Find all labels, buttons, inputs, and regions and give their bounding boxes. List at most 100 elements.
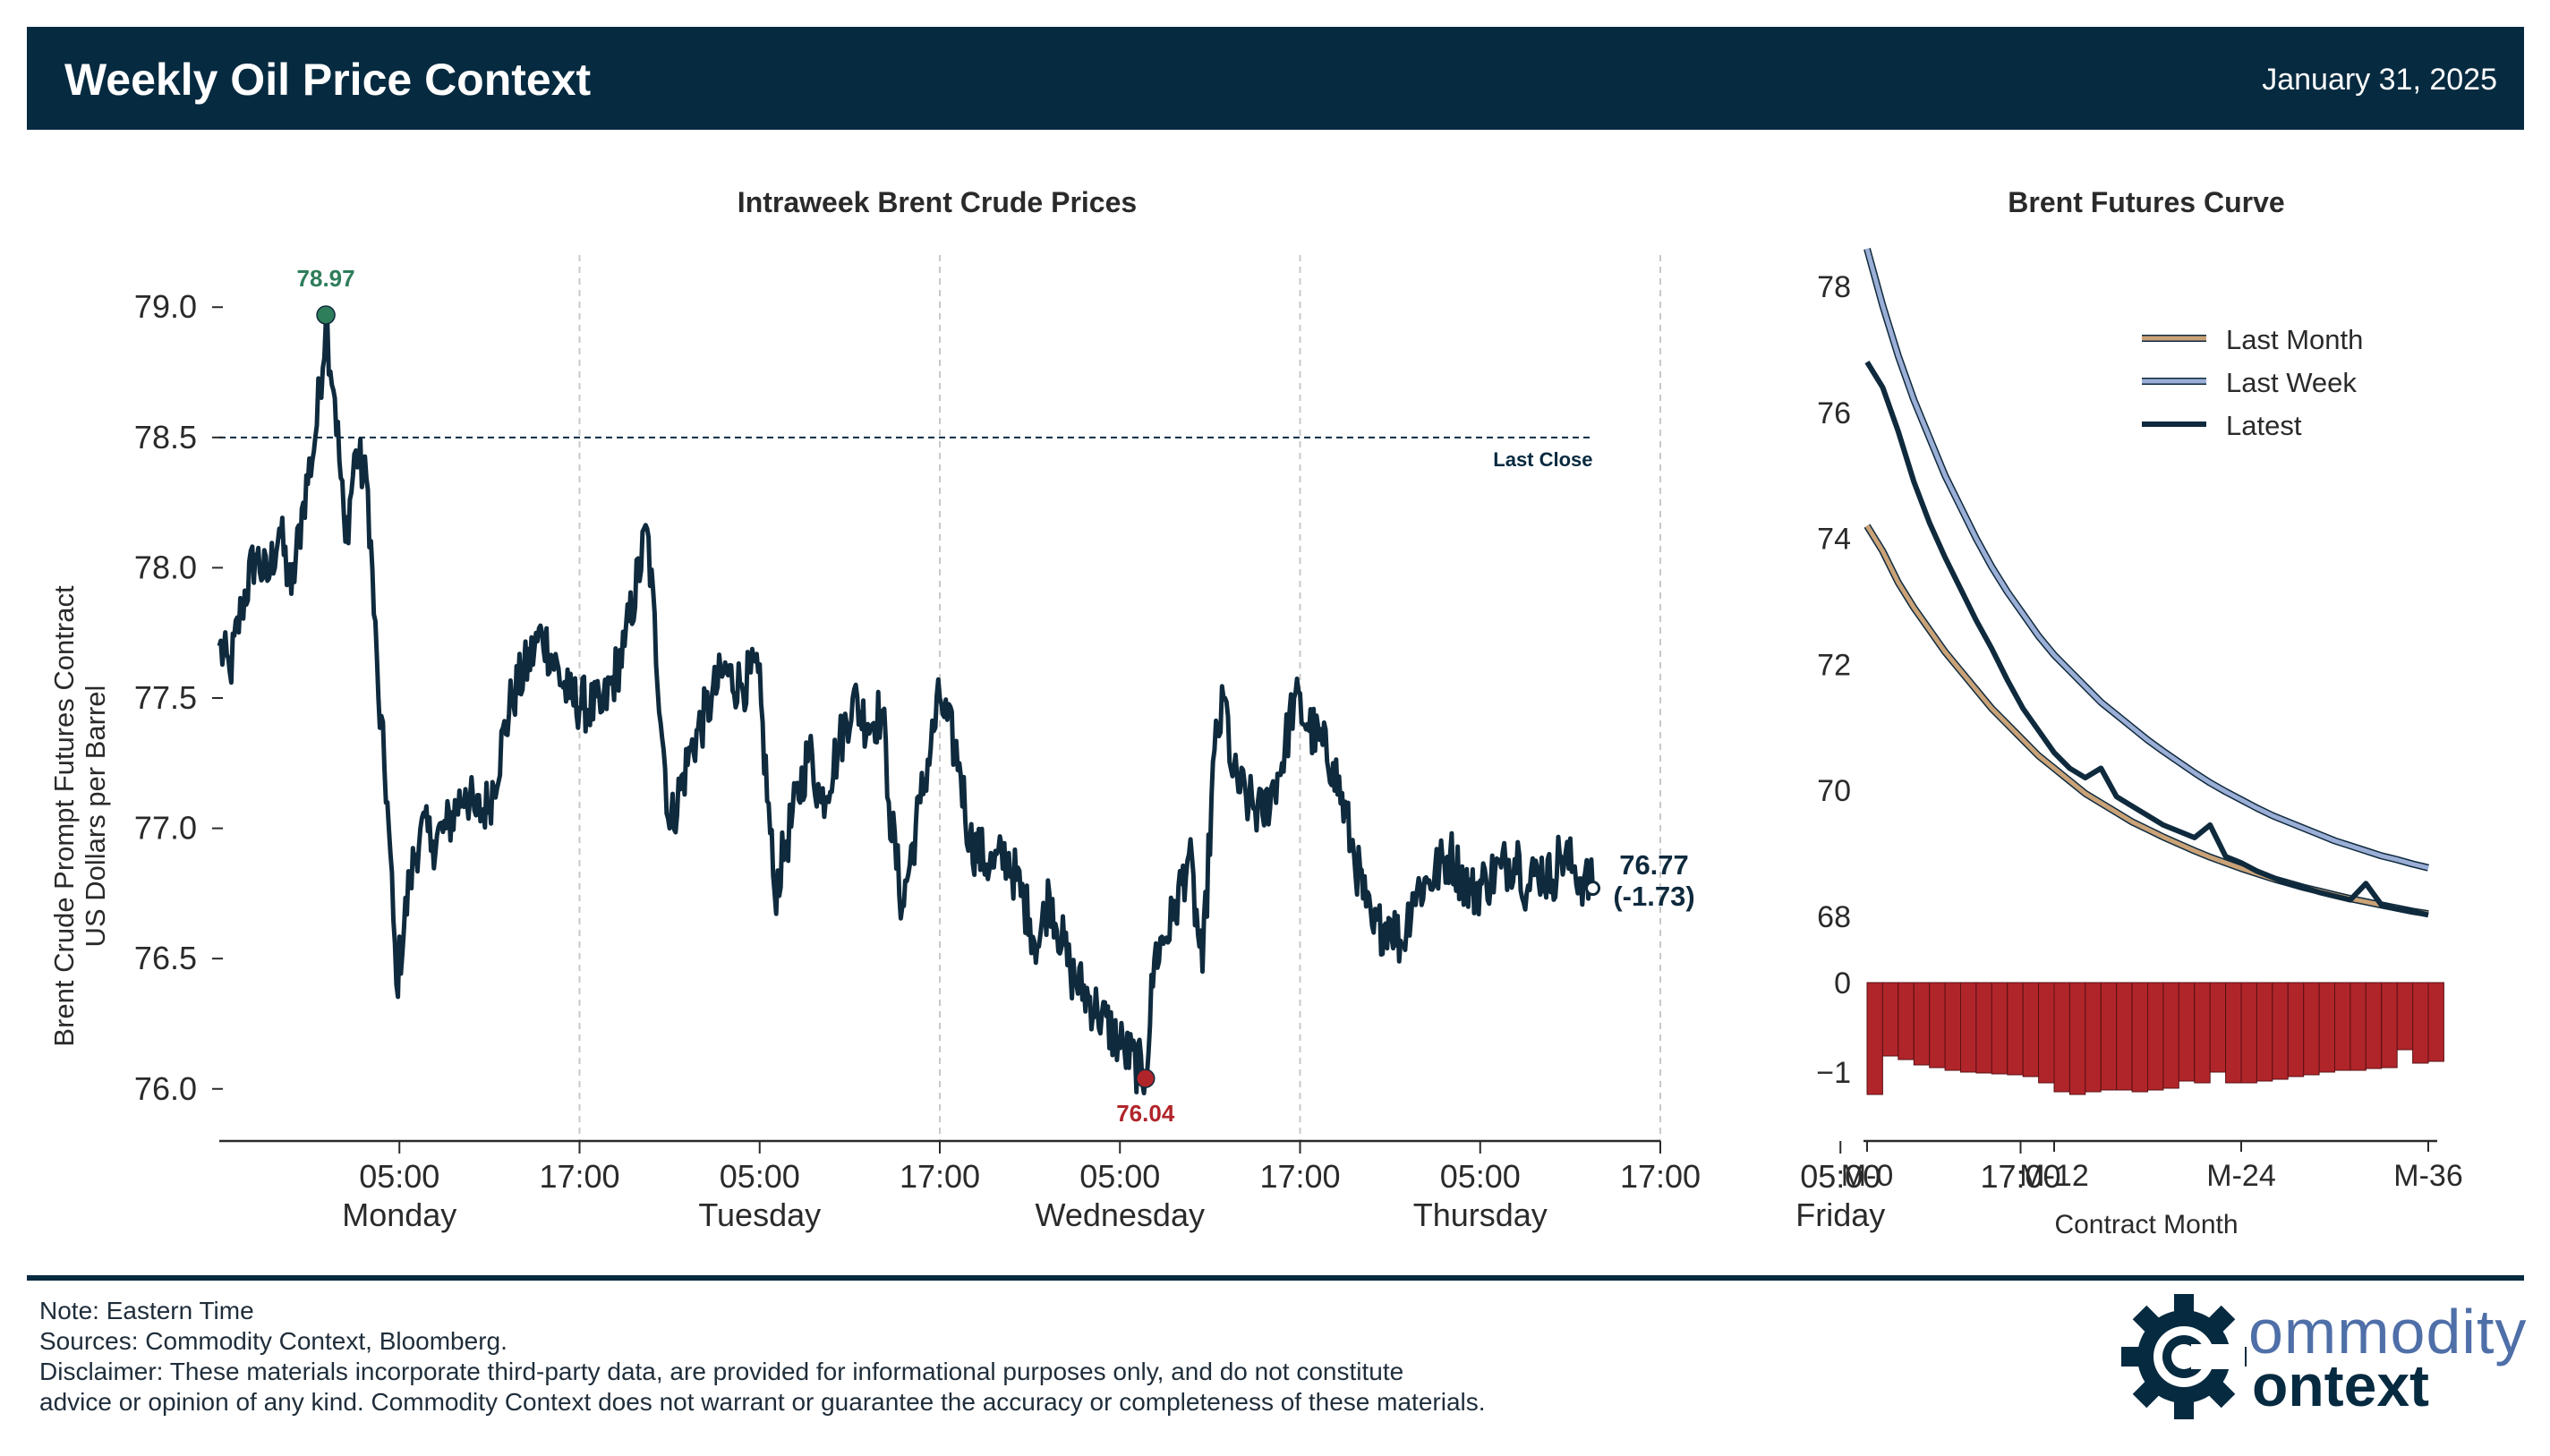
- spread-bar: [2085, 982, 2102, 1093]
- spread-bar: [2022, 982, 2040, 1077]
- spread-bar: [1975, 982, 1992, 1074]
- y-tick-label: 76.5: [134, 940, 197, 976]
- last-close-label: Last Close: [1493, 448, 1592, 471]
- curve-x-tick-label: M-36: [2393, 1159, 2462, 1193]
- x-tick-label-time: 05:00: [359, 1158, 439, 1195]
- y-tick-label: 78.5: [134, 419, 197, 456]
- futures-curve-chart: Brent Futures Curve 68 70 72 74 76 78 0 −1 M-0 M-…: [1816, 186, 2463, 1239]
- curve-x-tick-label: M-12: [2019, 1159, 2088, 1193]
- y-tick-label: 79.0: [134, 288, 197, 325]
- curve-y-tick-label: 76: [1817, 396, 1851, 430]
- logo-text-context: ontext: [2252, 1352, 2429, 1418]
- high-marker: [316, 305, 336, 325]
- legend-label-last-month: Last Month: [2226, 324, 2363, 355]
- x-tick-label-time: 17:00: [1620, 1158, 1701, 1195]
- header-bar: Weekly Oil Price Context January 31, 202…: [27, 27, 2524, 130]
- x-tick-label-day: Friday: [1795, 1196, 1885, 1233]
- spread-bar: [2100, 982, 2118, 1091]
- x-tick-label-time: 17:00: [1980, 1158, 2060, 1195]
- bar-y-tick-label: −1: [1816, 1056, 1851, 1090]
- curve-x-tick-label: M-24: [2206, 1159, 2275, 1193]
- spread-bar: [2396, 982, 2414, 1051]
- spread-bar: [1991, 982, 2008, 1075]
- x-tick-label-day: Thursday: [1413, 1196, 1548, 1233]
- logo-text-commodity: ommodity: [2248, 1297, 2528, 1367]
- x-tick-label-time: 05:00: [1079, 1158, 1160, 1195]
- x-tick-label-time: 17:00: [1259, 1158, 1340, 1195]
- spread-bars: [1866, 982, 2444, 1095]
- note-disclaimer-1: Disclaimer: These materials incorporate …: [39, 1358, 1404, 1385]
- last-price-label: 76.77: [1619, 849, 1689, 881]
- x-tick-label-day: Monday: [342, 1196, 456, 1233]
- spread-bar: [2334, 982, 2351, 1071]
- y-tick-label: 78.0: [134, 549, 197, 585]
- spread-bar: [2209, 982, 2227, 1073]
- last-price-marker: [1585, 881, 1601, 897]
- x-tick-label-day: Wednesday: [1036, 1196, 1205, 1233]
- spread-bar: [2365, 982, 2383, 1069]
- spread-bar: [1960, 982, 1977, 1073]
- footer-divider: [27, 1275, 2524, 1281]
- spread-bar: [1866, 982, 1883, 1095]
- spread-bar: [2178, 982, 2196, 1082]
- y-tick-label: 77.5: [134, 679, 197, 716]
- note-disclaimer-2: advice or opinion of any kind. Commodity…: [39, 1388, 1486, 1416]
- low-label: 76.04: [1116, 1100, 1175, 1127]
- spread-bar: [2131, 982, 2149, 1093]
- spread-bar: [2116, 982, 2133, 1091]
- company-logo: ommodity ontext: [2121, 1287, 2526, 1421]
- curve-y-tick-label: 72: [1817, 648, 1851, 682]
- spread-bar: [1944, 982, 1962, 1071]
- spread-bar: [2350, 982, 2367, 1071]
- page-title: Weekly Oil Price Context: [64, 55, 592, 105]
- curve-lines: [1863, 247, 2429, 918]
- report-date: January 31, 2025: [2262, 63, 2497, 97]
- spread-bar: [1881, 982, 1899, 1057]
- curve-y-tick-label: 78: [1817, 270, 1851, 304]
- spread-bar: [2287, 982, 2305, 1077]
- low-marker: [1136, 1069, 1156, 1088]
- x-tick-label-time: 05:00: [720, 1158, 800, 1195]
- curve-line-last-month: [1864, 524, 2429, 916]
- y-tick-label: 76.0: [134, 1070, 197, 1107]
- spread-bar: [2256, 982, 2273, 1082]
- spread-bar: [2272, 982, 2289, 1080]
- spread-bar: [2225, 982, 2242, 1084]
- y-axis-label-line2: US Dollars per Barrel: [80, 685, 111, 948]
- y-tick-label: 77.0: [134, 810, 197, 847]
- spread-bar: [2068, 982, 2086, 1095]
- spread-bar: [2318, 982, 2336, 1073]
- spread-bar: [2038, 982, 2055, 1084]
- x-tick-label-day: Tuesday: [698, 1196, 821, 1233]
- intraday-chart: Intraweek Brent Crude Prices Last Close …: [48, 186, 2061, 1233]
- curve-x-tick-label: M-0: [1841, 1159, 1894, 1193]
- charts-canvas: Intraweek Brent Crude Prices Last Close …: [48, 186, 2463, 1239]
- x-tick-label-time: 17:00: [539, 1158, 619, 1195]
- curve-y-tick-label: 68: [1817, 900, 1851, 934]
- spread-bar: [1898, 982, 1915, 1060]
- spread-bar: [2381, 982, 2398, 1069]
- x-tick-label-time: 05:00: [1440, 1158, 1521, 1195]
- legend-label-latest: Latest: [2226, 410, 2302, 441]
- spread-bar: [2007, 982, 2024, 1076]
- curve-axes: 68 70 72 74 76 78 0 −1 M-0 M-12 M-24 M-36: [1816, 270, 2463, 1193]
- spread-bar: [2412, 982, 2429, 1064]
- footer-notes: Note: Eastern Time Sources: Commodity Co…: [39, 1296, 1486, 1418]
- spread-bar: [2162, 982, 2179, 1089]
- legend-label-last-week: Last Week: [2226, 367, 2357, 398]
- curve-y-tick-label: 70: [1817, 774, 1851, 808]
- curve-legend: Last Month Last Week Latest: [2142, 324, 2363, 441]
- spread-bar: [1929, 982, 1946, 1069]
- note-timezone: Note: Eastern Time: [39, 1297, 254, 1324]
- bar-y-tick-label: 0: [1834, 966, 1851, 1000]
- curve-line-outline-last-month: [1863, 524, 2429, 918]
- spread-bar: [2427, 982, 2444, 1062]
- curve-line-last-week: [1864, 248, 2429, 871]
- spread-bar: [2194, 982, 2211, 1084]
- x-tick-label-time: 17:00: [900, 1158, 980, 1195]
- spread-bar: [2303, 982, 2320, 1076]
- x-tick-label-time: 05:00: [1800, 1158, 1881, 1195]
- spread-bar: [2053, 982, 2070, 1093]
- high-label: 78.97: [297, 265, 355, 292]
